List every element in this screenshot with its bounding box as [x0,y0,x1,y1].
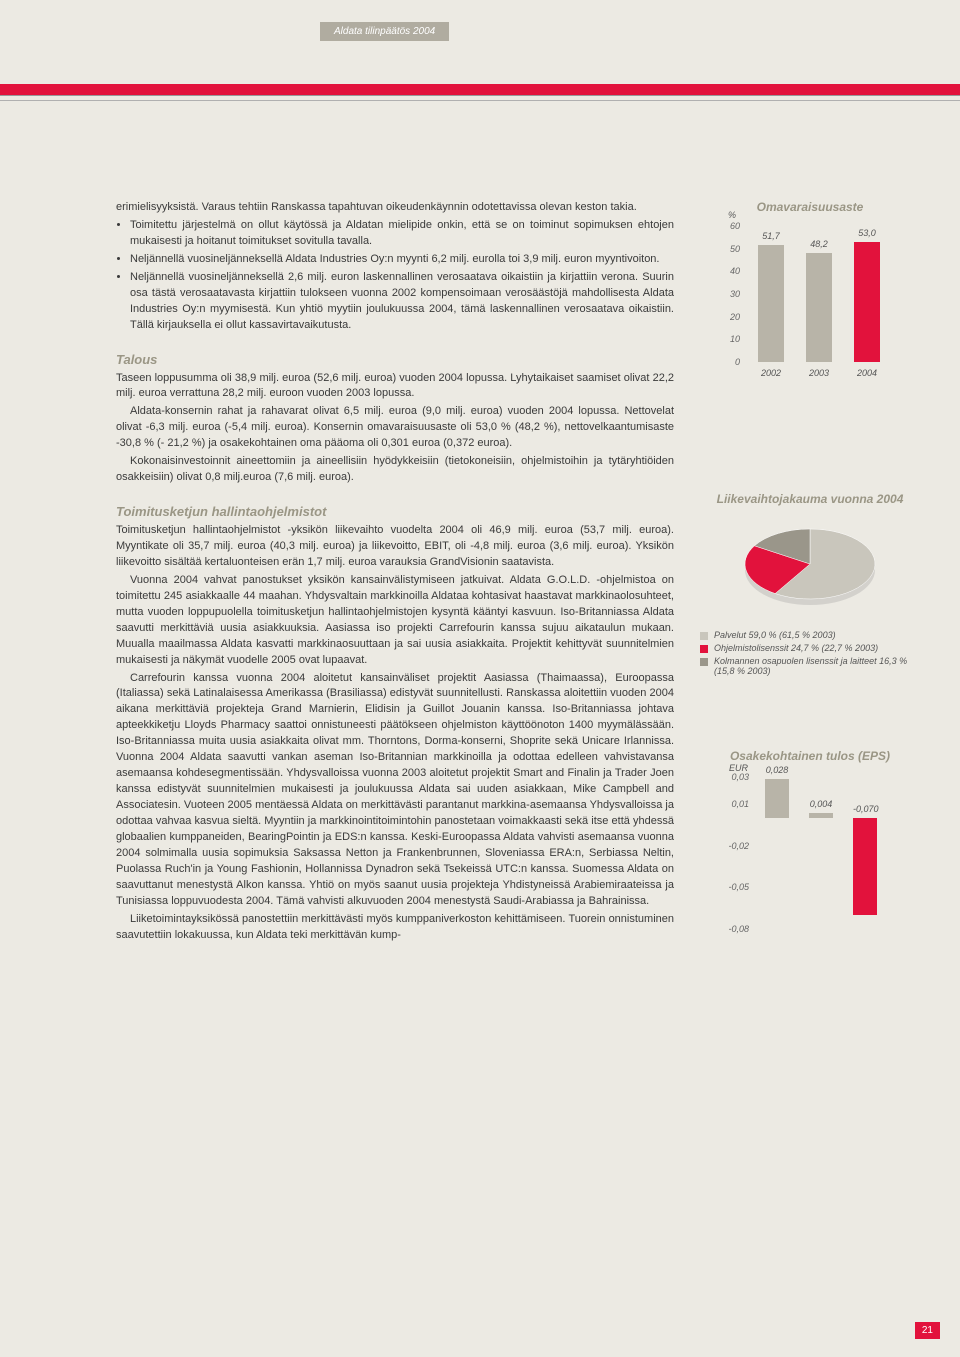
chart1-bar-value: 48,2 [806,239,832,249]
eps-ytick: -0,08 [728,924,749,934]
section-title-toimitus: Toimitusketjun hallintaohjelmistot [116,504,674,519]
chart1-xlabel: 2003 [806,368,832,378]
bullet-1: Toimitettu järjestelmä on ollut käytössä… [130,218,674,250]
chart1-ytick: 0 [735,357,740,367]
chart1-y-title: % [728,210,736,220]
chart1-bar: 51,72002 [758,245,784,362]
eps-bar-value: 0,004 [809,799,833,809]
eps-ytick: 0,01 [731,799,749,809]
eps-bar-value: 0,028 [765,765,789,775]
eps-ytick: -0,02 [728,841,749,851]
pie-legend: Palvelut 59,0 % (61,5 % 2003) Ohjelmistol… [700,630,920,676]
page-number: 21 [915,1322,940,1339]
chart1-ytick: 20 [730,312,740,322]
legend-swatch [700,632,708,640]
revenue-split-pie [720,514,900,614]
sidebar: Omavaraisuusaste % 0102030405060 51,7200… [700,200,920,933]
eps-bar: -0,070 [853,818,877,915]
main-content: erimielisyyksistä. Varaus tehtiin Ranska… [116,200,674,945]
toimitus-p2: Vuonna 2004 vahvat panostukset yksikön k… [116,573,674,669]
chart1-ytick: 60 [730,221,740,231]
header-divider [0,100,960,101]
eps-ytick: -0,05 [728,882,749,892]
chart1-bar-value: 53,0 [854,228,880,238]
eps-chart: EUR 0,0280,004-0,070 0,030,01-0,02-0,05-… [715,773,905,933]
legend-label: Palvelut 59,0 % (61,5 % 2003) [714,630,836,640]
chart1-ytick: 50 [730,244,740,254]
toimitus-p1: Toimitusketjun hallintaohjelmistot -yksi… [116,523,674,571]
chart1-xlabel: 2004 [854,368,880,378]
equity-ratio-chart: % 0102030405060 51,7200248,2200353,02004 [720,222,900,382]
legend-label: Kolmannen osapuolen lisenssit ja laittee… [714,656,920,676]
chart1-ytick: 30 [730,289,740,299]
chart1-ytick: 40 [730,266,740,276]
toimitus-p3: Carrefourin kanssa vuonna 2004 aloitetut… [116,671,674,910]
legend-item: Kolmannen osapuolen lisenssit ja laittee… [700,656,920,676]
talous-p2: Aldata-konsernin rahat ja rahavarat oliv… [116,404,674,452]
chart1-bar-value: 51,7 [758,231,784,241]
legend-item: Ohjelmistolisenssit 24,7 % (22,7 % 2003) [700,643,920,653]
talous-p1: Taseen loppusumma oli 38,9 milj. euroa (… [116,371,674,403]
bullet-3: Neljännellä vuosineljänneksellä 2,6 milj… [130,270,674,334]
legend-swatch [700,645,708,653]
chart1-bar: 48,22003 [806,253,832,362]
eps-ytick: 0,03 [731,772,749,782]
eps-bar: 0,004 [809,813,833,819]
section-title-talous: Talous [116,352,674,367]
header-tab: Aldata tilinpäätös 2004 [320,22,449,41]
chart1-bar: 53,02004 [854,242,880,362]
eps-bar: 0,028 [765,779,789,818]
toimitus-p4: Liiketoimintayksikössä panostettiin merk… [116,912,674,944]
legend-item: Palvelut 59,0 % (61,5 % 2003) [700,630,920,640]
pie-title: Liikevaihtojakauma vuonna 2004 [700,492,920,506]
legend-label: Ohjelmistolisenssit 24,7 % (22,7 % 2003) [714,643,878,653]
talous-p3: Kokonaisinvestoinnit aineettomiin ja ain… [116,454,674,486]
legend-swatch [700,658,708,666]
bullet-list: Toimitettu järjestelmä on ollut käytössä… [130,218,674,334]
chart1-xlabel: 2002 [758,368,784,378]
header-red-bar [0,84,960,96]
bullet-2: Neljännellä vuosineljänneksellä Aldata I… [130,252,674,268]
para-intro: erimielisyyksistä. Varaus tehtiin Ranska… [116,200,674,216]
eps-bar-value: -0,070 [853,804,877,814]
chart1-ytick: 10 [730,334,740,344]
